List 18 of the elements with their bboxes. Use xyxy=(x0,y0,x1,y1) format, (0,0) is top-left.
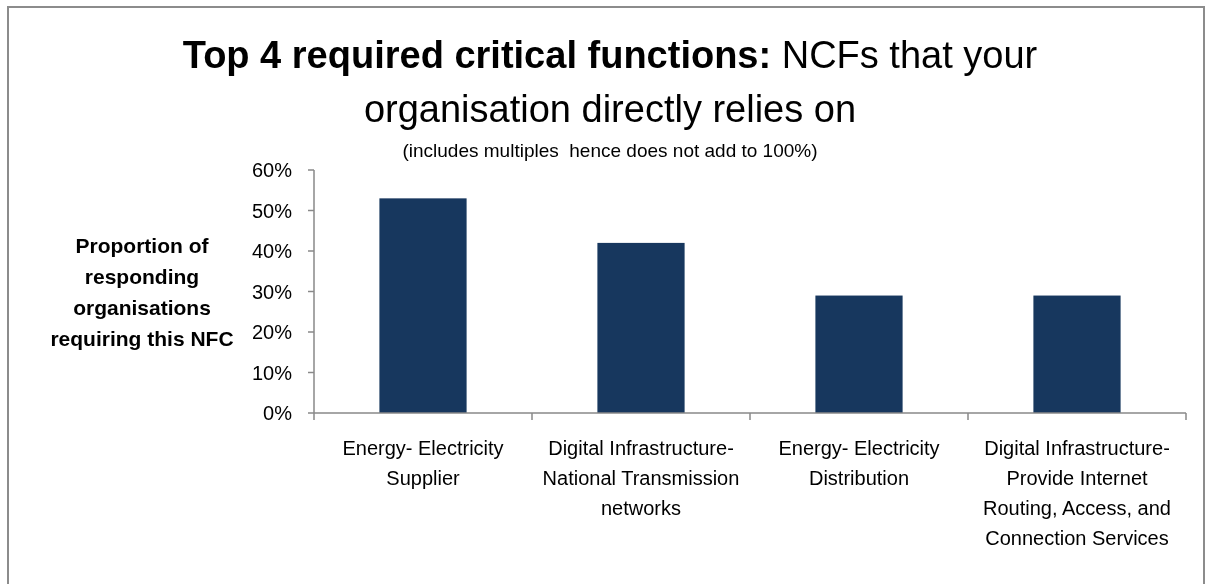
y-tick-label: 0% xyxy=(263,402,293,424)
y-tick-label: 50% xyxy=(251,199,293,222)
y-tick-label: 30% xyxy=(251,280,293,303)
bar xyxy=(815,295,903,413)
chart-title: Top 4 required critical functions: NCFs that your organisation directly relies on xyxy=(182,34,1038,130)
x-tick-label: Digital Infrastructure- National Transmission networks xyxy=(542,437,740,519)
y-tick-label: 60% xyxy=(251,159,293,181)
x-tick-label: Energy- Electricity Distribution xyxy=(778,437,940,489)
chart-subtitle: (includes multiples hence does not add to 100%) xyxy=(402,140,818,161)
y-tick-label: 40% xyxy=(251,240,293,262)
bar xyxy=(597,242,685,413)
x-tick-label: Energy- Electricity Supplier xyxy=(342,437,504,489)
y-tick-label: 20% xyxy=(251,321,293,343)
y-axis-title: Proportion of responding organisations requiring this NFC xyxy=(50,234,234,350)
bar xyxy=(1033,295,1121,413)
y-tick-label: 10% xyxy=(251,361,293,384)
bar xyxy=(379,198,467,413)
category-label: Digital Infrastructure- Provide Internet Routing, Access, and Connection Services xyxy=(983,437,1171,549)
